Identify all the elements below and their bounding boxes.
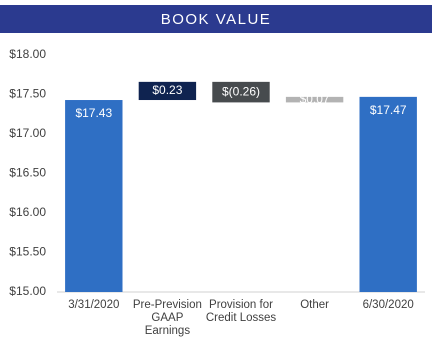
- x-tick-label: Pre-Prevision GAAP Earnings: [132, 299, 202, 337]
- x-tick-label: Provision for Credit Losses: [205, 299, 277, 324]
- bar: [65, 100, 123, 292]
- x-tick-label: 3/31/2020: [68, 299, 120, 311]
- value-label: $(0.26): [222, 84, 260, 98]
- y-tick-label: $15.00: [9, 284, 46, 298]
- bar: [138, 81, 197, 101]
- y-tick-label: $15.50: [9, 245, 46, 259]
- y-tick-label: $18.00: [9, 47, 46, 61]
- x-tick-label: Other: [300, 299, 329, 311]
- y-tick-label: $17.50: [9, 87, 46, 101]
- y-tick-label: $17.00: [9, 126, 46, 140]
- value-label: $0.23: [152, 83, 182, 97]
- value-label: $17.47: [370, 103, 407, 117]
- chart-title: BOOK VALUE: [161, 11, 272, 28]
- y-tick-label: $16.50: [9, 166, 46, 180]
- bar: [212, 81, 270, 103]
- value-label: $17.43: [75, 106, 112, 120]
- value-label: $0.07: [300, 92, 330, 106]
- bar: [359, 96, 417, 293]
- y-tick-label: $16.00: [9, 205, 46, 219]
- bar: [285, 96, 344, 103]
- title-banner: [0, 5, 432, 33]
- x-tick-label: 6/30/2020: [362, 299, 414, 311]
